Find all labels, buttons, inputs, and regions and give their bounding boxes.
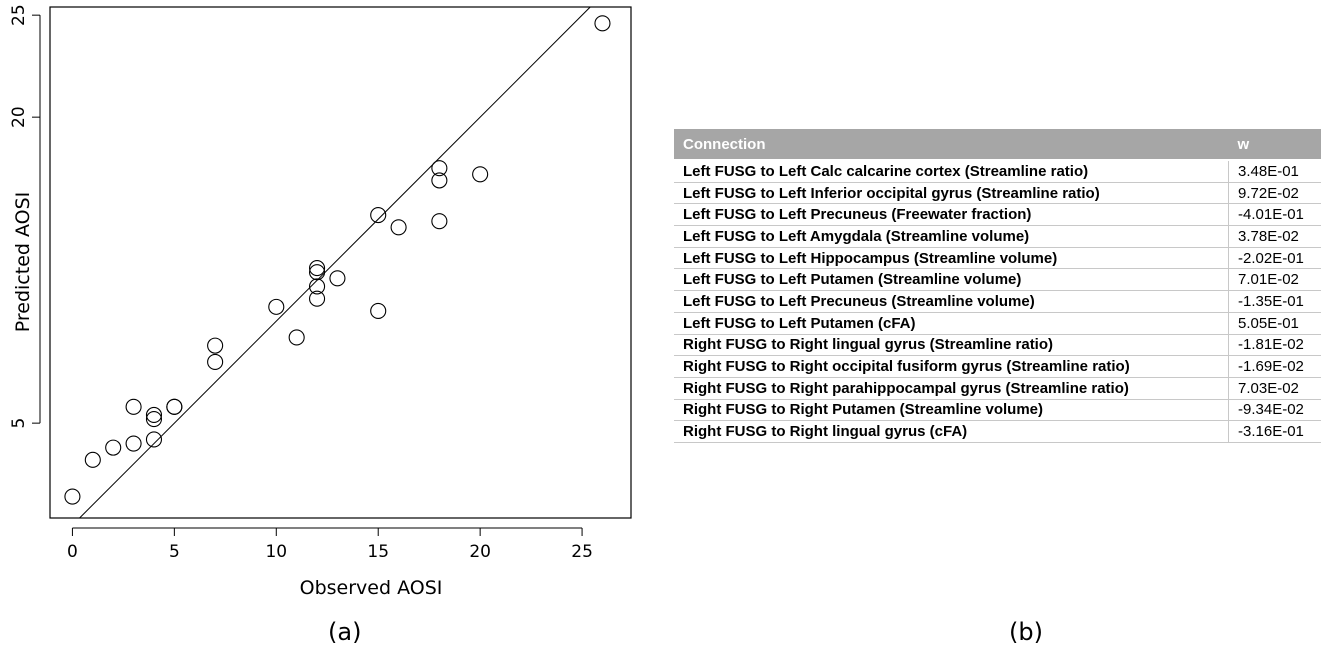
table-row: Left FUSG to Left Precuneus (Freewater f… [674,203,1321,227]
data-point [309,260,326,277]
reference-line-group [79,6,591,519]
weight-cell: -4.01E-01 [1228,203,1321,227]
y-axis: 5 20 25 [9,4,41,429]
table-row: Right FUSG to Right parahippocampal gyru… [674,377,1321,400]
connection-cell: Left FUSG to Left Putamen (Streamline vo… [674,268,1229,292]
data-point [594,15,611,32]
x-tick-label: 15 [367,542,389,562]
connection-cell: Right FUSG to Right occipital fusiform g… [674,355,1229,378]
x-tick-label: 25 [571,542,593,562]
data-point [125,398,142,415]
panel-label-b: (b) [1009,618,1043,646]
data-point [472,166,489,183]
weights-table: Connection w Left FUSG to Left Calc calc… [674,129,1321,443]
table-row: Left FUSG to Left Putamen (Streamline vo… [674,268,1321,292]
connection-cell: Right FUSG to Right lingual gyrus (Strea… [674,334,1229,357]
weight-cell: -1.35E-01 [1228,290,1321,313]
connection-cell: Left FUSG to Left Hippocampus (Streamlin… [674,247,1229,270]
connection-cell: Left FUSG to Left Amygdala (Streamline v… [674,225,1229,248]
table-body: Left FUSG to Left Calc calcarine cortex … [674,159,1321,443]
data-point [370,207,387,224]
connection-cell: Right FUSG to Right parahippocampal gyru… [674,377,1229,400]
data-point [166,398,183,415]
data-point [309,264,326,281]
table-row: Left FUSG to Left Amygdala (Streamline v… [674,225,1321,248]
connection-cell: Left FUSG to Left Precuneus (Freewater f… [674,203,1229,227]
table-row: Right FUSG to Right occipital fusiform g… [674,355,1321,378]
y-tick-label: 20 [9,106,29,128]
data-points [64,15,611,505]
weights-table-container: Connection w Left FUSG to Left Calc calc… [674,129,1321,443]
table-row: Right FUSG to Right Putamen (Streamline … [674,399,1321,422]
y-tick-label: 25 [9,4,29,26]
data-point [105,439,122,456]
x-tick-label: 10 [265,542,287,562]
panel-label-a: (a) [328,618,362,646]
data-point [207,353,224,370]
connection-cell: Right FUSG to Right Putamen (Streamline … [674,399,1229,422]
data-point [288,329,305,346]
weight-cell: 5.05E-01 [1228,312,1321,335]
weight-cell: -3.16E-01 [1228,420,1321,443]
connection-cell: Left FUSG to Left Putamen (cFA) [674,312,1229,335]
data-point [145,406,163,424]
data-point [431,160,448,177]
table-row: Left FUSG to Left Putamen (cFA) 5.05E-01 [674,312,1321,335]
table-header-row: Connection w [674,129,1321,161]
weight-cell: -1.81E-02 [1228,334,1321,357]
data-point [309,290,326,307]
table-row: Left FUSG to Left Calc calcarine cortex … [674,159,1321,183]
data-point [309,278,326,295]
table-row: Left FUSG to Left Inferior occipital gyr… [674,182,1321,205]
data-point [145,411,163,428]
connection-cell: Left FUSG to Left Calc calcarine cortex … [674,159,1229,183]
data-point [145,431,163,448]
y-axis-label: Predicted AOSI [12,192,34,333]
connection-cell: Left FUSG to Left Precuneus (Streamline … [674,290,1229,313]
header-connection: Connection [674,129,1229,161]
weight-cell: -9.34E-02 [1228,399,1321,422]
table-row: Left FUSG to Left Hippocampus (Streamlin… [674,247,1321,270]
weight-cell: 3.48E-01 [1228,159,1321,183]
x-tick-label: 0 [67,542,78,562]
data-point [84,451,101,468]
weight-cell: -2.02E-01 [1228,247,1321,270]
data-point [268,298,285,315]
x-axis: 0 5 10 15 20 25 [67,527,593,562]
weight-cell: 3.78E-02 [1228,225,1321,248]
plot-frame [49,6,632,519]
y-tick-label: 5 [9,418,29,429]
header-w: w [1228,129,1321,161]
data-point [431,172,448,189]
scatter-plot: 0 5 10 15 20 25 5 20 25 Observed AOSI Predicted… [9,4,632,599]
x-tick-label: 5 [169,542,180,562]
connection-cell: Left FUSG to Left Inferior occipital gyr… [674,182,1229,205]
weight-cell: 7.03E-02 [1228,377,1321,400]
identity-line [79,6,591,519]
connection-cell: Right FUSG to Right lingual gyrus (cFA) [674,420,1229,443]
table-row: Right FUSG to Right lingual gyrus (cFA) -… [674,420,1321,443]
weight-cell: 9.72E-02 [1228,182,1321,205]
data-point [329,270,346,287]
data-point [125,435,142,452]
data-point [64,488,81,505]
table-row: Right FUSG to Right lingual gyrus (Strea… [674,334,1321,357]
data-point [390,219,407,236]
weight-cell: -1.69E-02 [1228,355,1321,378]
data-point [370,302,387,319]
weight-cell: 7.01E-02 [1228,268,1321,292]
table-row: Left FUSG to Left Precuneus (Streamline … [674,290,1321,313]
x-tick-label: 20 [469,542,491,562]
x-axis-label: Observed AOSI [300,577,443,599]
data-point [207,337,224,354]
data-point [431,213,448,230]
